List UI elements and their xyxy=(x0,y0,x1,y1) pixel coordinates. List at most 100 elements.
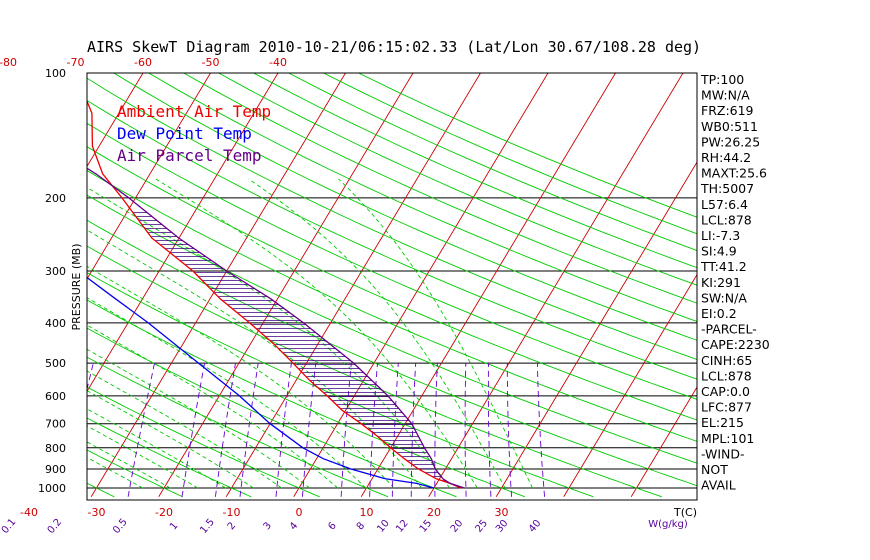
mixing-ratio-tick-label: 4 xyxy=(288,520,301,532)
dry-adiabat-line xyxy=(87,299,526,498)
mixing-ratio-tick-label: 2 xyxy=(226,520,239,532)
mixing-ratio-line xyxy=(301,363,317,497)
dry-adiabat-line xyxy=(87,245,662,498)
pressure-tick-label: 800 xyxy=(45,442,66,455)
isotherm-line xyxy=(0,73,8,497)
mixing-ratio-line xyxy=(369,363,378,497)
dry-adiabat-line xyxy=(87,122,697,400)
moist-adiabat-line xyxy=(87,390,254,489)
moist-adiabat-line xyxy=(87,425,199,489)
mixing-ratio-tick-label: 15 xyxy=(418,518,435,535)
pressure-tick-label: 200 xyxy=(45,192,66,205)
stat-line: L57:6.4 xyxy=(701,197,748,212)
mixing-ratio-line xyxy=(410,363,417,497)
mixing-ratio-line xyxy=(275,363,292,497)
top-temp-tick-label: -80 xyxy=(0,56,17,69)
stat-line: SW:N/A xyxy=(701,290,747,305)
mixing-ratio-tick-label: 1.5 xyxy=(198,517,217,536)
dry-adiabat-line xyxy=(87,272,594,498)
mixing-ratio-line xyxy=(181,363,206,497)
top-temp-tick-label: -60 xyxy=(134,56,152,69)
moist-adiabat-line xyxy=(87,370,282,489)
bottom-temp-tick-label: 20 xyxy=(427,506,441,519)
moist-adiabat-line xyxy=(87,408,226,489)
dry-adiabat-line xyxy=(87,449,183,498)
legend: Ambient Air Temp Dew Point Temp Air Parc… xyxy=(117,102,271,165)
top-temp-tick-label: -40 xyxy=(269,56,287,69)
isotherm-line xyxy=(87,73,211,280)
mixing-ratio-line xyxy=(127,363,155,497)
mixing-ratio-tick-label: 10 xyxy=(375,518,392,535)
mixing-ratio-tick-label: 40 xyxy=(527,518,544,535)
moist-adiabat-line xyxy=(87,441,171,489)
stat-line: EL:215 xyxy=(701,415,744,430)
isotherm-line xyxy=(360,73,616,498)
mixing-ratio-tick-label: 0.5 xyxy=(111,517,130,536)
bottom-temp-tick-label: -20 xyxy=(155,506,173,519)
bottom-temp-tick-label: 0 xyxy=(296,506,303,519)
stat-line: MPL:101 xyxy=(701,431,754,446)
stat-line: LCL:878 xyxy=(701,212,752,227)
stat-line: NOT xyxy=(701,462,728,477)
y-axis-label: PRESSURE (MB) xyxy=(70,244,83,331)
mixing-ratio-line xyxy=(391,363,399,497)
mixing-ratio-tick-label: 0.1 xyxy=(0,517,18,536)
dry-adiabat-line xyxy=(87,356,389,498)
stat-line: EI:0.2 xyxy=(701,306,737,321)
stat-line: LCL:878 xyxy=(701,368,752,383)
stat-line: MW:N/A xyxy=(701,88,750,103)
moist-adiabat-line xyxy=(248,178,506,489)
bottom-temp-tick-label: -40 xyxy=(20,506,38,519)
dry-adiabat-line xyxy=(288,73,697,252)
mixing-ratio-line xyxy=(340,363,352,497)
dry-adiabat-line xyxy=(183,73,697,304)
stat-line: WB0:511 xyxy=(701,119,758,134)
top-temp-tick-label: -50 xyxy=(202,56,220,69)
mixing-ratio-line xyxy=(536,363,546,497)
legend-dew-point-temp: Dew Point Temp xyxy=(117,124,252,143)
stat-line: CAPE:2230 xyxy=(701,337,770,352)
cape-hatching xyxy=(132,212,446,482)
dry-adiabat-line xyxy=(218,73,697,286)
isotherm-line xyxy=(87,73,279,393)
pressure-tick-label: 1000 xyxy=(38,482,66,495)
pressure-tick-label: 600 xyxy=(45,390,66,403)
mixing-ratio-tick-label: 0.2 xyxy=(46,517,65,536)
stat-line: LFC:877 xyxy=(701,400,752,415)
profile-lines xyxy=(87,99,465,489)
stat-line: MAXT:25.6 xyxy=(701,166,767,181)
pressure-tick-label: 400 xyxy=(45,317,66,330)
pressure-tick-label: 700 xyxy=(45,418,66,431)
dry-adiabat-line xyxy=(87,99,697,380)
stat-line: CINH:65 xyxy=(701,353,752,368)
pressure-tick-label: 300 xyxy=(45,265,66,278)
moist-adiabat-line xyxy=(87,229,423,489)
isotherm-line xyxy=(563,273,697,498)
dry-adiabat-line xyxy=(148,73,697,323)
isotherm-line xyxy=(158,73,414,498)
moist-adiabat-line xyxy=(155,178,478,489)
stat-line: RH:44.2 xyxy=(701,150,751,165)
top-temp-tick-label: -70 xyxy=(67,56,85,69)
plot-frame xyxy=(86,72,698,501)
axis-labels: 1002003004005006007008009001000-50-40-30… xyxy=(0,56,697,536)
stat-line: SI:4.9 xyxy=(701,244,737,259)
mixing-ratio-line xyxy=(487,363,492,497)
dry-adiabat-line xyxy=(0,73,46,497)
dry-adiabat-line xyxy=(87,327,457,498)
isotherm-line xyxy=(0,73,76,497)
moist-adiabat-line xyxy=(338,178,533,489)
x-axis-label: T(C) xyxy=(673,506,697,519)
dry-adiabat-line xyxy=(113,73,697,341)
mixing-ratio-tick-label: 1 xyxy=(168,520,181,532)
stats-panel: TP:100MW:N/AFRZ:619WB0:511PW:26.25RH:44.… xyxy=(700,72,770,493)
bottom-temp-tick-label: 10 xyxy=(360,506,374,519)
moist-adiabat-line xyxy=(87,297,367,489)
stat-line: -PARCEL- xyxy=(701,322,757,337)
mixing-ratio-line xyxy=(87,362,94,392)
mixing-ratio-line xyxy=(464,363,467,497)
isotherm-line xyxy=(428,73,684,498)
mixing-ratio-line xyxy=(506,363,512,497)
mixing-ratio-tick-label: 6 xyxy=(326,520,339,532)
mixing-ratio-tick-label: 25 xyxy=(473,518,490,535)
